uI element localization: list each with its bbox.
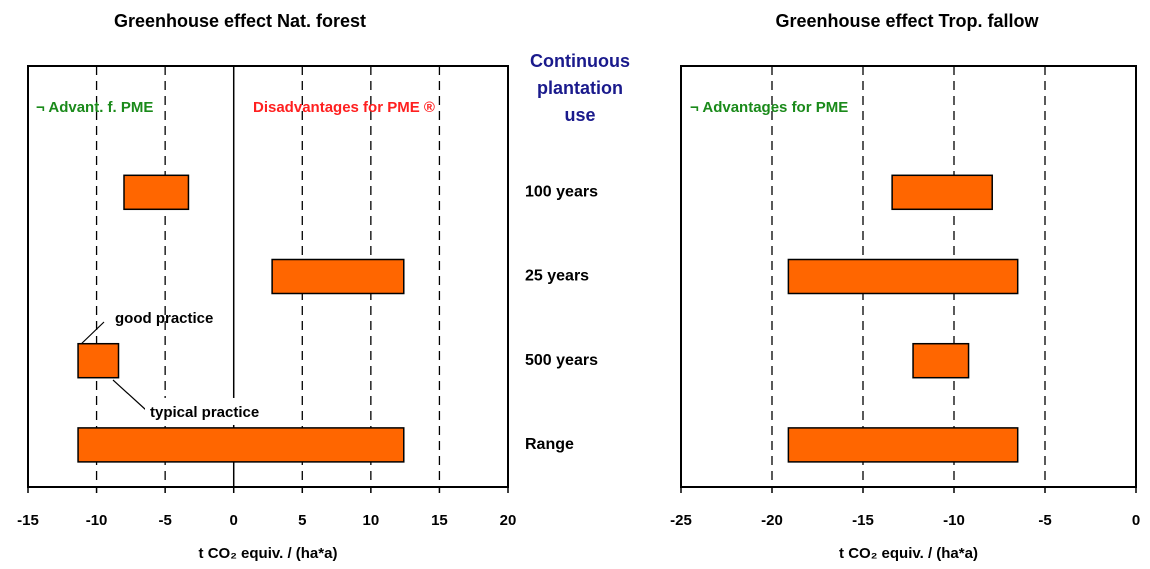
x-tick-label: -5: [1038, 512, 1051, 529]
category-label: 100 years: [525, 184, 598, 201]
x-tick-label: -10: [943, 512, 965, 529]
x-tick-label: 0: [1132, 512, 1140, 529]
bar: [787, 258, 1019, 295]
x-tick-label: -25: [670, 512, 692, 529]
bar: [77, 342, 120, 379]
bar: [123, 174, 190, 211]
category-title: Continuous plantation use: [530, 51, 630, 125]
x-tick-label: -10: [86, 512, 108, 529]
category-label: 500 years: [525, 352, 598, 369]
chart-title: Greenhouse effect Trop. fallow: [775, 11, 1039, 31]
x-axis-label: t CO₂ equiv. / (ha*a): [199, 545, 338, 562]
x-tick-label: 15: [431, 512, 448, 529]
x-tick-label: 10: [363, 512, 380, 529]
category-label: Range: [525, 436, 574, 453]
leader-line: [77, 321, 105, 348]
bar: [891, 174, 993, 211]
x-tick-label: 5: [298, 512, 306, 529]
annotation: ¬ Advantages for PME: [690, 99, 848, 116]
x-tick-label: -5: [158, 512, 171, 529]
chart-title: Greenhouse effect Nat. forest: [114, 11, 366, 31]
plot-frame: [27, 65, 509, 488]
x-tick-label: -15: [852, 512, 874, 529]
leader-line: [112, 379, 147, 411]
bar: [271, 258, 405, 295]
x-tick-label: 20: [500, 512, 517, 529]
bar: [77, 427, 405, 463]
annotation: good practice: [115, 310, 213, 327]
annotation-background: [145, 397, 287, 425]
annotation: ¬ Advant. f. PME: [36, 99, 153, 116]
x-axis-label: t CO₂ equiv. / (ha*a): [839, 545, 978, 562]
category-label: 25 years: [525, 268, 589, 285]
x-tick-label: 0: [230, 512, 238, 529]
x-tick-label: -15: [17, 512, 39, 529]
bar: [912, 342, 970, 379]
bar: [787, 427, 1019, 463]
x-tick-label: -20: [761, 512, 783, 529]
annotation: typical practice: [150, 404, 259, 421]
annotation: Disadvantages for PME ®: [253, 99, 435, 116]
plot-frame: [680, 65, 1137, 488]
